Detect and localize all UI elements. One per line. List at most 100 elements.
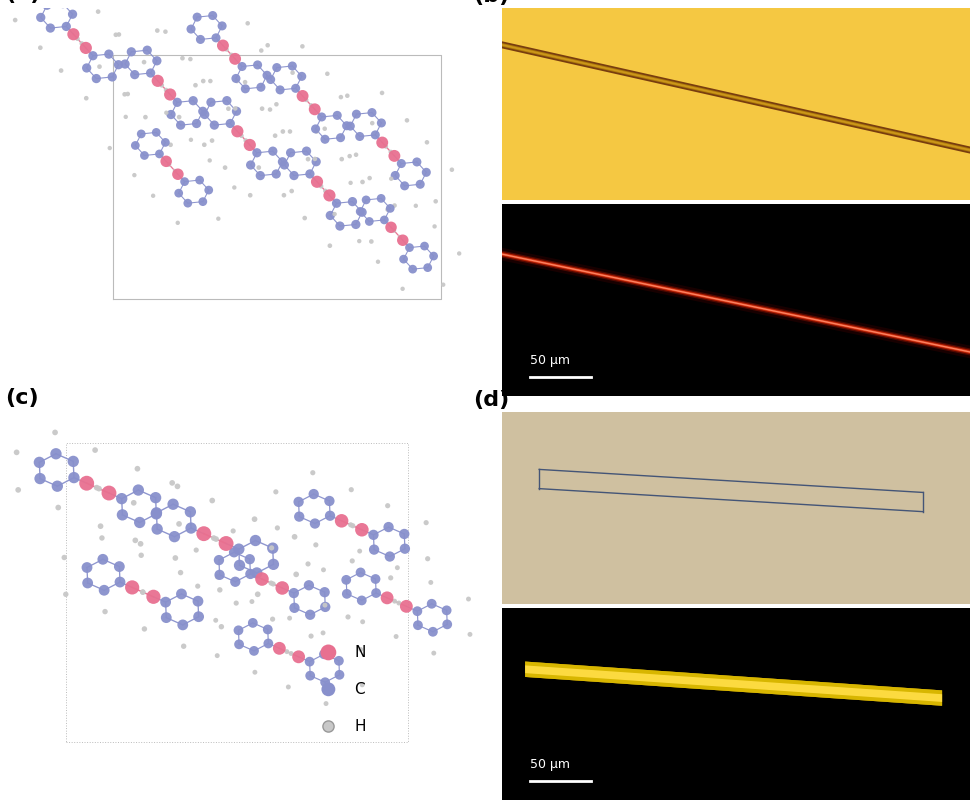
Point <box>317 648 332 661</box>
Point <box>300 153 316 166</box>
Point <box>301 579 317 591</box>
Point <box>397 542 413 555</box>
Point <box>409 155 424 168</box>
Point <box>354 524 369 537</box>
Point <box>244 595 260 608</box>
Point <box>342 120 358 133</box>
Point <box>165 477 180 490</box>
Point <box>191 610 207 623</box>
Point <box>149 507 165 520</box>
Point <box>320 646 336 659</box>
Point <box>355 679 370 692</box>
Point <box>94 532 110 545</box>
Point <box>343 483 359 496</box>
Point <box>271 642 287 654</box>
Point <box>332 220 348 233</box>
Point <box>423 576 439 589</box>
Point <box>108 28 123 41</box>
Point <box>93 520 109 532</box>
Point <box>276 158 292 171</box>
Point <box>276 189 292 202</box>
Point <box>238 134 254 147</box>
Point <box>242 553 258 566</box>
Point <box>172 517 187 530</box>
Point <box>215 0 230 2</box>
Point <box>137 111 153 124</box>
Point <box>264 541 279 554</box>
Point <box>303 669 318 682</box>
Point <box>242 138 258 151</box>
Point <box>275 125 291 138</box>
Point <box>321 494 337 507</box>
Point <box>345 196 361 208</box>
Point <box>245 617 261 629</box>
Point <box>316 563 331 576</box>
Point <box>149 54 165 67</box>
Point <box>253 81 269 94</box>
Point <box>348 149 364 162</box>
Text: 50 μm: 50 μm <box>530 355 569 368</box>
Point <box>74 37 89 50</box>
Point <box>395 282 411 295</box>
Point <box>96 584 112 597</box>
Point <box>399 600 415 612</box>
Point <box>265 541 280 554</box>
Point <box>364 235 379 248</box>
Point <box>219 537 234 550</box>
Point <box>367 543 382 556</box>
Point <box>159 611 174 624</box>
Point <box>135 586 151 599</box>
Point <box>105 70 121 83</box>
Point <box>78 41 94 54</box>
Point <box>205 9 220 22</box>
Point <box>268 486 283 499</box>
Point <box>182 53 198 65</box>
Point <box>291 510 307 523</box>
Point <box>237 76 253 89</box>
Point <box>227 102 243 115</box>
Point <box>115 508 130 521</box>
Point <box>124 581 140 594</box>
Point <box>136 56 152 69</box>
Point <box>229 124 245 137</box>
Point <box>204 134 220 147</box>
Point <box>280 680 296 693</box>
Point <box>439 618 455 631</box>
Point <box>208 614 223 627</box>
Point <box>231 543 247 556</box>
Point <box>373 192 389 205</box>
Point <box>7 14 23 27</box>
Point <box>265 145 280 158</box>
Point <box>331 654 347 667</box>
Point <box>190 579 206 592</box>
Point <box>126 169 142 182</box>
Point <box>302 167 318 180</box>
Point <box>340 611 356 624</box>
Point <box>132 516 148 529</box>
Point <box>355 175 370 188</box>
Point <box>158 595 173 608</box>
Point <box>383 145 399 158</box>
Text: (d): (d) <box>473 389 510 410</box>
Point <box>228 105 244 118</box>
Point <box>374 136 390 149</box>
Point <box>150 24 166 37</box>
Point <box>242 189 258 202</box>
Point <box>389 562 405 574</box>
Point <box>413 178 428 191</box>
Point <box>53 64 69 77</box>
Point <box>316 626 331 639</box>
Point <box>50 501 66 514</box>
Point <box>211 213 226 225</box>
Point <box>145 189 161 202</box>
Point <box>379 591 395 604</box>
Point <box>328 197 344 210</box>
Point <box>162 158 177 171</box>
Point <box>32 41 48 54</box>
Point <box>91 482 107 495</box>
Point <box>227 53 243 65</box>
Point <box>189 11 205 23</box>
Point <box>298 94 314 107</box>
Point <box>193 33 209 46</box>
Point <box>163 108 178 121</box>
